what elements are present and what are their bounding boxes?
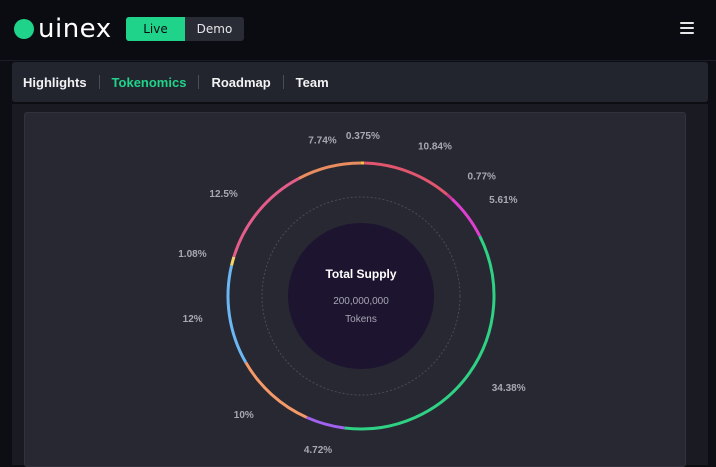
segment-percent-label: 5.61% xyxy=(489,195,517,206)
donut-segment[interactable] xyxy=(246,362,307,417)
segment-percent-label: 1.08% xyxy=(178,249,206,260)
donut-segment[interactable] xyxy=(228,265,246,362)
donut-segment[interactable] xyxy=(234,178,299,256)
donut-segment[interactable] xyxy=(299,163,361,178)
hamburger-menu-icon[interactable] xyxy=(680,22,694,34)
donut-segment[interactable] xyxy=(447,195,452,199)
segment-percent-label: 0.375% xyxy=(346,131,380,142)
donut-segment[interactable] xyxy=(232,257,234,266)
live-mode-button[interactable]: Live xyxy=(126,17,185,41)
tab-tokenomics[interactable]: Tokenomics xyxy=(100,75,199,90)
section-tab-bar: Highlights Tokenomics Roadmap Team xyxy=(12,62,708,102)
segment-percent-label: 7.74% xyxy=(308,136,336,147)
tab-roadmap[interactable]: Roadmap xyxy=(199,75,282,90)
segment-percent-label: 12.5% xyxy=(209,189,237,200)
token-distribution-chart: Total Supply 200,000,000 Tokens 0.375% 10… xyxy=(25,113,685,466)
donut-segment[interactable] xyxy=(364,163,447,195)
total-supply-unit: Tokens xyxy=(345,314,377,325)
brand-dot-icon xyxy=(14,19,34,39)
total-supply-amount: 200,000,000 xyxy=(333,296,389,307)
tokenomics-chart-panel: Total Supply 200,000,000 Tokens 0.375% 10… xyxy=(24,112,686,467)
segment-percent-label: 0.77% xyxy=(468,172,496,183)
demo-mode-button[interactable]: Demo xyxy=(185,17,244,41)
segment-percent-label: 12% xyxy=(183,314,203,325)
tokenomics-section: Total Supply 200,000,000 Tokens 0.375% 10… xyxy=(12,104,708,465)
brand-logo[interactable]: uinex xyxy=(14,12,112,46)
brand-name: uinex xyxy=(38,14,112,44)
top-navigation-bar: uinex Live Demo xyxy=(0,0,716,61)
tab-team[interactable]: Team xyxy=(284,75,341,90)
mode-switch: Live Demo xyxy=(126,17,244,41)
segment-percent-label: 34.38% xyxy=(492,383,526,394)
segment-percent-label: 10% xyxy=(234,410,254,421)
segment-percent-label: 10.84% xyxy=(418,141,452,152)
donut-segment[interactable] xyxy=(307,417,345,428)
segment-percent-label: 4.72% xyxy=(304,445,332,456)
donut-segment[interactable] xyxy=(452,199,480,236)
tab-highlights[interactable]: Highlights xyxy=(12,75,99,90)
total-supply-title: Total Supply xyxy=(325,267,396,281)
